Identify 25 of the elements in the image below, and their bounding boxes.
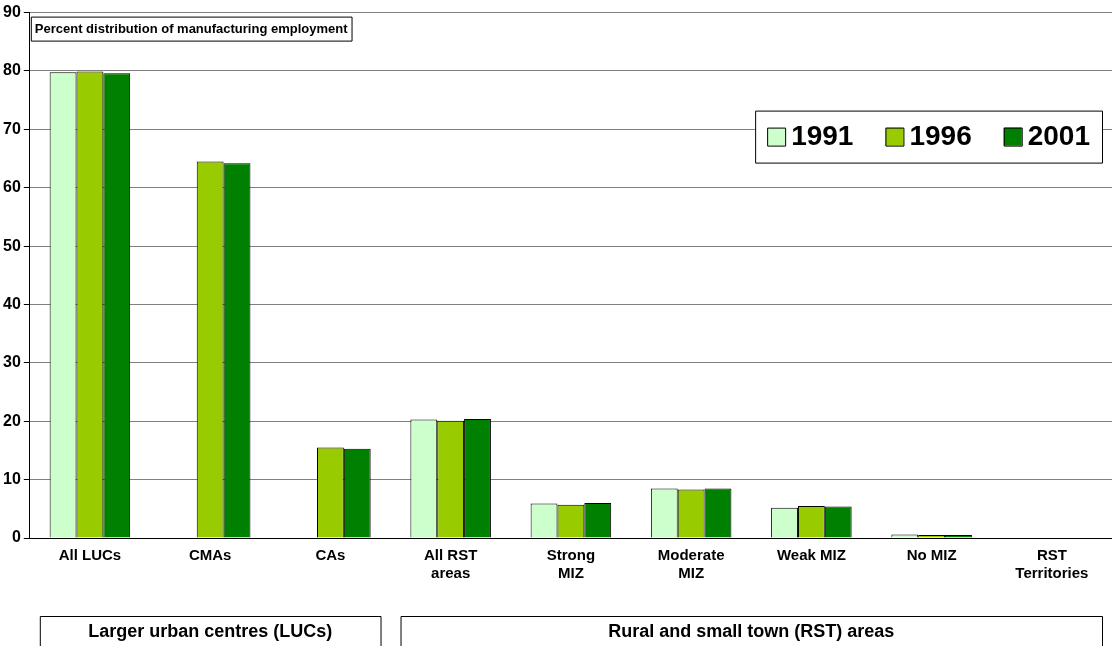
y-tick-label: 50 <box>3 236 21 254</box>
x-tick-label: Weak MIZ <box>776 546 846 564</box>
y-tick-label: 80 <box>3 61 21 79</box>
x-tick-label: CAs <box>315 546 346 564</box>
y-tick-label: 90 <box>3 3 21 21</box>
text: Rural and small town (RST) areas <box>608 620 895 641</box>
x-tick-label: Strong MIZ <box>546 546 596 582</box>
x-tick-label: Moderate MIZ <box>657 546 725 582</box>
y-tick-label: 0 <box>11 528 21 546</box>
text: Percent distribution of manufacturing employment <box>34 21 349 37</box>
x-tick-label: All RST areas <box>423 546 478 582</box>
legend-label: 1996 <box>909 120 972 152</box>
x-tick-label: CMAs <box>188 546 232 564</box>
x-tick-label: All LUCs <box>58 546 122 564</box>
y-tick-label: 10 <box>3 470 21 488</box>
y-tick-label: 60 <box>3 178 21 196</box>
y-tick-label: 30 <box>3 353 21 371</box>
y-tick-label: 20 <box>3 411 21 429</box>
y-tick-label: 70 <box>3 119 21 137</box>
legend-label: 1991 <box>791 120 854 152</box>
text: Larger urban centres (LUCs) <box>88 620 333 641</box>
y-tick-label: 40 <box>3 294 21 312</box>
x-tick-label: RST Territories <box>1015 546 1089 582</box>
x-tick-label: No MIZ <box>906 546 957 564</box>
legend-label: 2001 <box>1027 120 1091 152</box>
